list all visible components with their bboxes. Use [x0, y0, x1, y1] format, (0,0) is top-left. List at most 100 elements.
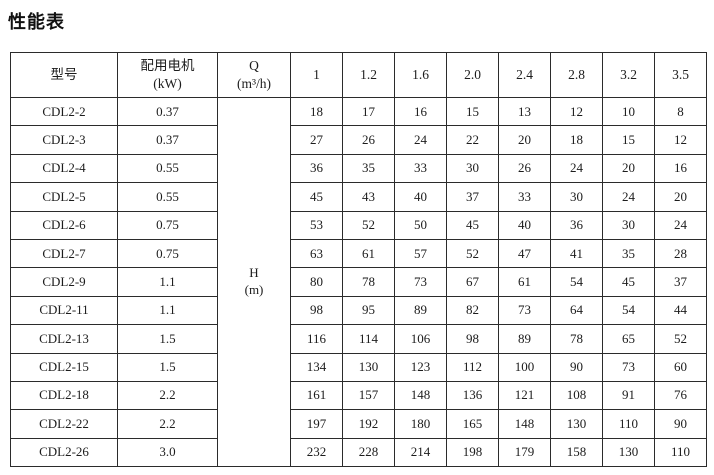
motor-power-cell: 0.37: [117, 96, 218, 127]
head-value-cell: 73: [602, 352, 655, 382]
model-cell: CDL2-5: [10, 182, 118, 212]
table-row: CDL2-18 2.2 161 157 148 136 121 108 91 76: [10, 380, 707, 411]
table-row: CDL2-13 1.5 116 114 106 98 89 78 65 52: [10, 324, 707, 354]
head-value-cell: 136: [446, 380, 499, 411]
model-cell: CDL2-15: [10, 352, 118, 382]
head-value-cell: 228: [342, 437, 395, 468]
motor-power-cell: 2.2: [117, 380, 218, 411]
head-value-cell: 80: [290, 267, 343, 297]
head-value-cell: 26: [498, 153, 551, 184]
model-cell: CDL2-3: [10, 125, 118, 155]
head-value-cell: 114: [342, 324, 395, 354]
head-unit-cell: H (m): [217, 96, 291, 468]
head-value-cell: 35: [342, 153, 395, 184]
model-column-header: 型号: [10, 52, 118, 98]
head-value-cell: 73: [498, 295, 551, 326]
head-value-cell: 45: [602, 267, 655, 297]
head-value-cell: 82: [446, 295, 499, 326]
head-value-cell: 76: [654, 380, 707, 411]
head-value-cell: 192: [342, 409, 395, 439]
head-value-cell: 24: [394, 125, 447, 155]
model-cell: CDL2-22: [10, 409, 118, 439]
motor-power-cell: 0.75: [117, 210, 218, 240]
head-value-cell: 63: [290, 238, 343, 269]
head-value-cell: 89: [394, 295, 447, 326]
head-value-cell: 30: [446, 153, 499, 184]
head-value-cell: 41: [550, 238, 603, 269]
model-cell: CDL2-4: [10, 153, 118, 184]
head-value-cell: 180: [394, 409, 447, 439]
head-value-cell: 165: [446, 409, 499, 439]
head-value-cell: 64: [550, 295, 603, 326]
head-value-cell: 24: [654, 210, 707, 240]
model-cell: CDL2-26: [10, 437, 118, 468]
head-value-cell: 22: [446, 125, 499, 155]
motor-power-cell: 0.55: [117, 182, 218, 212]
head-value-cell: 90: [550, 352, 603, 382]
head-value-cell: 30: [550, 182, 603, 212]
head-value-cell: 54: [602, 295, 655, 326]
model-cell: CDL2-9: [10, 267, 118, 297]
head-value-cell: 8: [654, 96, 707, 127]
motor-power-cell: 0.55: [117, 153, 218, 184]
table-row: CDL2-2 0.37 H (m) 18 17 16 15 13 12 10 8: [10, 96, 707, 468]
head-value-cell: 18: [550, 125, 603, 155]
head-value-cell: 26: [342, 125, 395, 155]
head-unit-line1: H: [249, 265, 259, 281]
head-value-cell: 148: [394, 380, 447, 411]
head-value-cell: 17: [342, 96, 395, 127]
flow-value-header-cell: 2.8: [550, 52, 603, 98]
head-value-cell: 60: [654, 352, 707, 382]
head-value-cell: 15: [602, 125, 655, 155]
head-value-cell: 130: [602, 437, 655, 468]
flow-value-header-cell: 1.2: [342, 52, 395, 98]
head-value-cell: 28: [654, 238, 707, 269]
model-cell: CDL2-6: [10, 210, 118, 240]
table-row: CDL2-9 1.1 80 78 73 67 61 54 45 37: [10, 267, 707, 297]
head-value-cell: 100: [498, 352, 551, 382]
motor-power-cell: 0.37: [117, 125, 218, 155]
head-value-cell: 158: [550, 437, 603, 468]
head-value-cell: 16: [394, 96, 447, 127]
model-cell: CDL2-2: [10, 96, 118, 127]
head-value-cell: 36: [550, 210, 603, 240]
table-row: CDL2-6 0.75 53 52 50 45 40 36 30 24: [10, 210, 707, 240]
performance-table: 型号 配用电机 (kW) Q (m³/h) 1 1.2 1.6 2.0 2.4 2.8 3.…: [10, 52, 707, 468]
head-value-cell: 54: [550, 267, 603, 297]
motor-power-cell: 1.5: [117, 352, 218, 382]
table-row: CDL2-15 1.5 134 130 123 112 100 90 73 60: [10, 352, 707, 382]
head-value-cell: 12: [550, 96, 603, 127]
model-cell: CDL2-11: [10, 295, 118, 326]
flow-value-header-cell: 2.4: [498, 52, 551, 98]
table-body: CDL2-2 0.37 H (m) 18 17 16 15 13 12 10 8 CDL2-3 0.37 2…: [10, 96, 707, 468]
head-value-cell: 198: [446, 437, 499, 468]
head-value-cell: 20: [498, 125, 551, 155]
table-row: CDL2-3 0.37 27 26 24 22 20 18 15 12: [10, 125, 707, 155]
flow-value-header-cell: 2.0: [446, 52, 499, 98]
head-value-cell: 134: [290, 352, 343, 382]
motor-power-cell: 3.0: [117, 437, 218, 468]
head-value-cell: 110: [602, 409, 655, 439]
flow-value-header-cell: 3.5: [654, 52, 707, 98]
head-value-cell: 106: [394, 324, 447, 354]
flow-value-header-cell: 1: [290, 52, 343, 98]
page-title: 性能表: [8, 12, 65, 32]
head-value-cell: 232: [290, 437, 343, 468]
head-value-cell: 16: [654, 153, 707, 184]
head-unit-line2: (m): [244, 282, 264, 298]
head-value-cell: 214: [394, 437, 447, 468]
head-value-cell: 33: [394, 153, 447, 184]
head-value-cell: 148: [498, 409, 551, 439]
head-value-cell: 123: [394, 352, 447, 382]
motor-power-cell: 1.1: [117, 295, 218, 326]
motor-column-header-line2: (kW): [153, 76, 182, 91]
head-value-cell: 95: [342, 295, 395, 326]
head-value-cell: 40: [498, 210, 551, 240]
head-value-cell: 52: [654, 324, 707, 354]
head-value-cell: 33: [498, 182, 551, 212]
head-value-cell: 121: [498, 380, 551, 411]
model-column-header-label: 型号: [50, 67, 78, 83]
head-value-cell: 78: [342, 267, 395, 297]
head-value-cell: 161: [290, 380, 343, 411]
